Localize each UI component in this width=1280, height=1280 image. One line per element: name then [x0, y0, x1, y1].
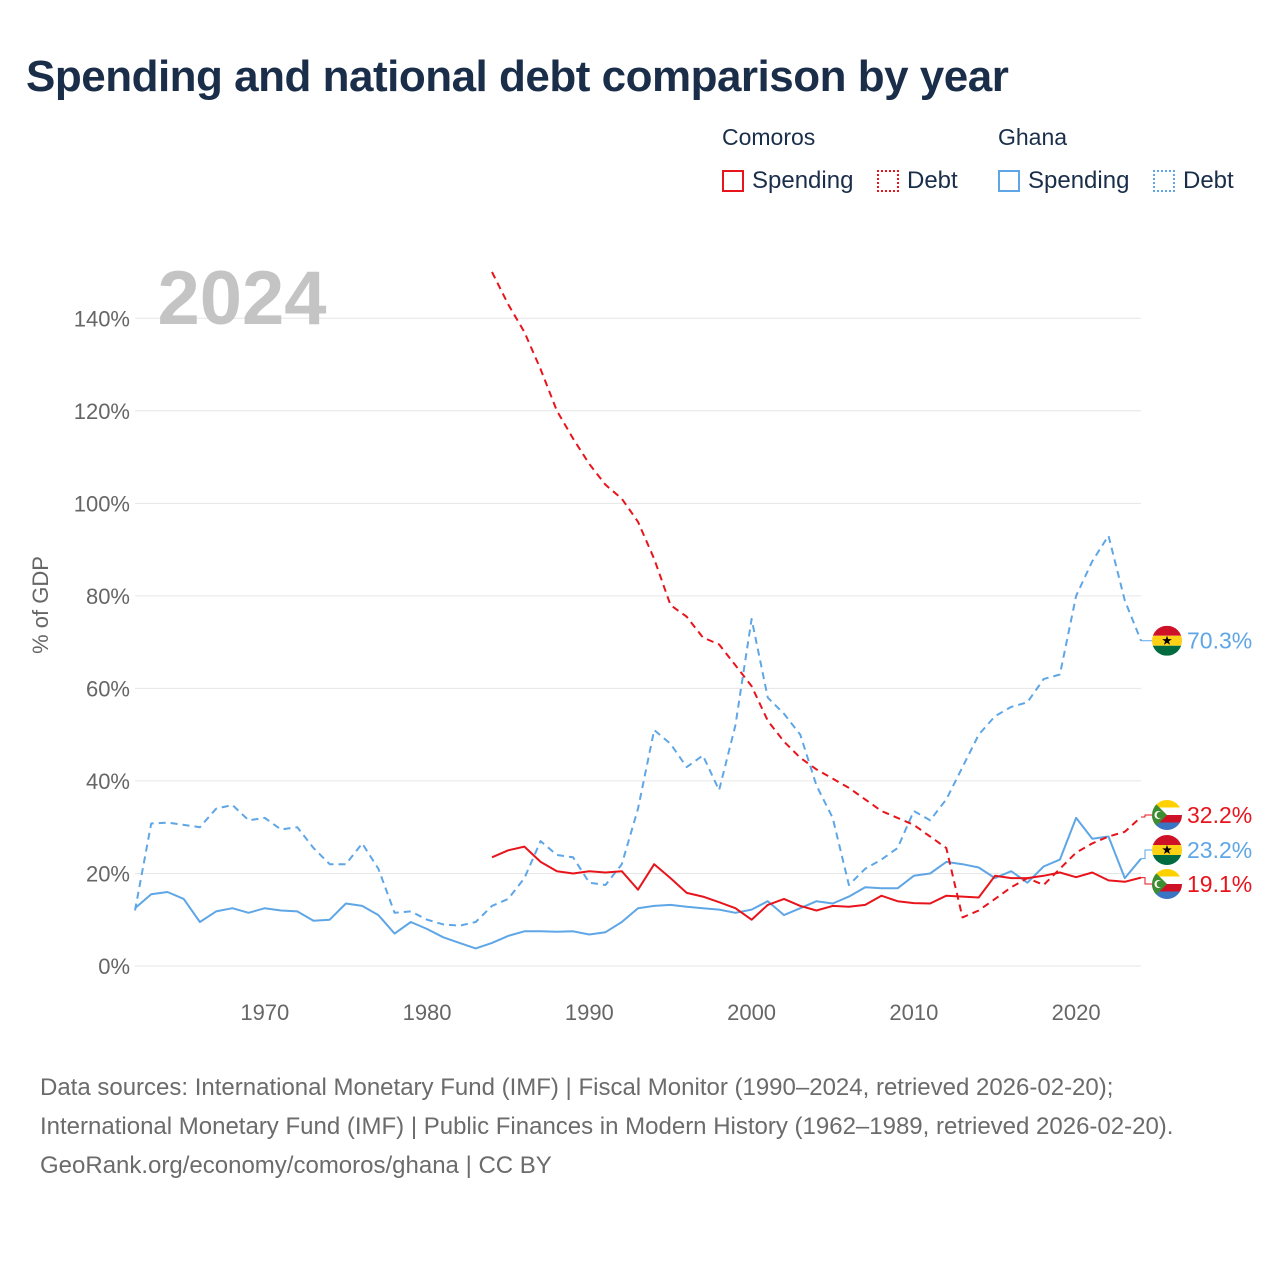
gridlines — [135, 317, 1141, 967]
dotted-line-swatch-icon — [1153, 170, 1175, 192]
legend-ghana-spending[interactable]: Spending — [998, 166, 1129, 196]
legend-ghana-title: Ghana — [998, 124, 1068, 150]
x-tick-label: 1970 — [240, 1000, 289, 1025]
y-tick-label: 140% — [74, 306, 130, 331]
y-tick-label: 40% — [86, 769, 130, 794]
y-axis-ticks: 0% 20% 40% 60% 80% 100% 120% 140% — [74, 306, 130, 979]
x-tick-label: 2000 — [727, 1000, 776, 1025]
data-sources: Data sources: International Monetary Fun… — [40, 1074, 1174, 1140]
legend-ghana-spending-label: Spending — [1028, 167, 1130, 194]
end-label-connector — [1141, 877, 1152, 885]
chart-title: Spending and national debt comparison by… — [26, 52, 1009, 101]
y-tick-label: 100% — [74, 491, 130, 516]
legend-ghana-debt-label: Debt — [1183, 167, 1234, 194]
solid-line-swatch-icon — [998, 170, 1020, 192]
end-value-label: 32.2% — [1187, 802, 1252, 828]
credit-link[interactable]: GeoRank.org/economy/comoros/ghana | CC B… — [40, 1152, 552, 1179]
end-value-label: 70.3% — [1187, 628, 1252, 654]
ghana-flag-icon — [1152, 835, 1182, 865]
end-value-label: 23.2% — [1187, 837, 1252, 863]
y-tick-label: 80% — [86, 584, 130, 609]
y-tick-label: 0% — [98, 954, 130, 979]
x-tick-label: 1990 — [565, 1000, 614, 1025]
chart-area: 2024 0% 20% 40% 60% 80% 100% 120% 140% 1970 1980… — [28, 256, 1252, 1025]
comoros-flag-icon — [1152, 869, 1182, 899]
comoros-spending-line[interactable] — [491, 845, 1142, 921]
end-label-connector — [1141, 814, 1152, 818]
legend-comoros-debt[interactable]: Debt — [877, 166, 958, 196]
y-axis-label: % of GDP — [28, 556, 53, 654]
ghana-spending-line[interactable] — [134, 816, 1142, 950]
y-tick-label: 20% — [86, 861, 130, 886]
x-tick-label: 2010 — [889, 1000, 938, 1025]
solid-line-swatch-icon — [722, 170, 744, 192]
legend-comoros-spending[interactable]: Spending — [722, 166, 853, 196]
x-axis-ticks: 1970 1980 1990 2000 2010 2020 — [240, 1000, 1100, 1025]
dotted-line-swatch-icon — [877, 170, 899, 192]
footer: Data sources: International Monetary Fun… — [40, 1068, 1240, 1185]
x-tick-label: 1980 — [403, 1000, 452, 1025]
end-value-label: 19.1% — [1187, 871, 1252, 897]
series-lines — [134, 271, 1142, 950]
ghana-flag-icon — [1152, 625, 1182, 656]
ghana-debt-line[interactable] — [134, 534, 1142, 927]
legend-comoros-debt-label: Debt — [907, 167, 958, 194]
legend-comoros-spending-label: Spending — [752, 167, 854, 194]
comoros-debt-line[interactable] — [491, 271, 1142, 919]
comoros-flag-icon — [1152, 800, 1182, 830]
end-label-connector — [1141, 849, 1152, 860]
legend-comoros-title: Comoros — [722, 124, 816, 150]
x-tick-label: 2020 — [1052, 1000, 1101, 1025]
end-labels: 70.3% 32.2% 23.2% 19.1% — [1141, 625, 1252, 899]
year-watermark: 2024 — [157, 256, 326, 341]
y-tick-label: 120% — [74, 399, 130, 424]
y-tick-label: 60% — [86, 676, 130, 701]
legend-ghana-debt[interactable]: Debt — [1153, 166, 1234, 196]
